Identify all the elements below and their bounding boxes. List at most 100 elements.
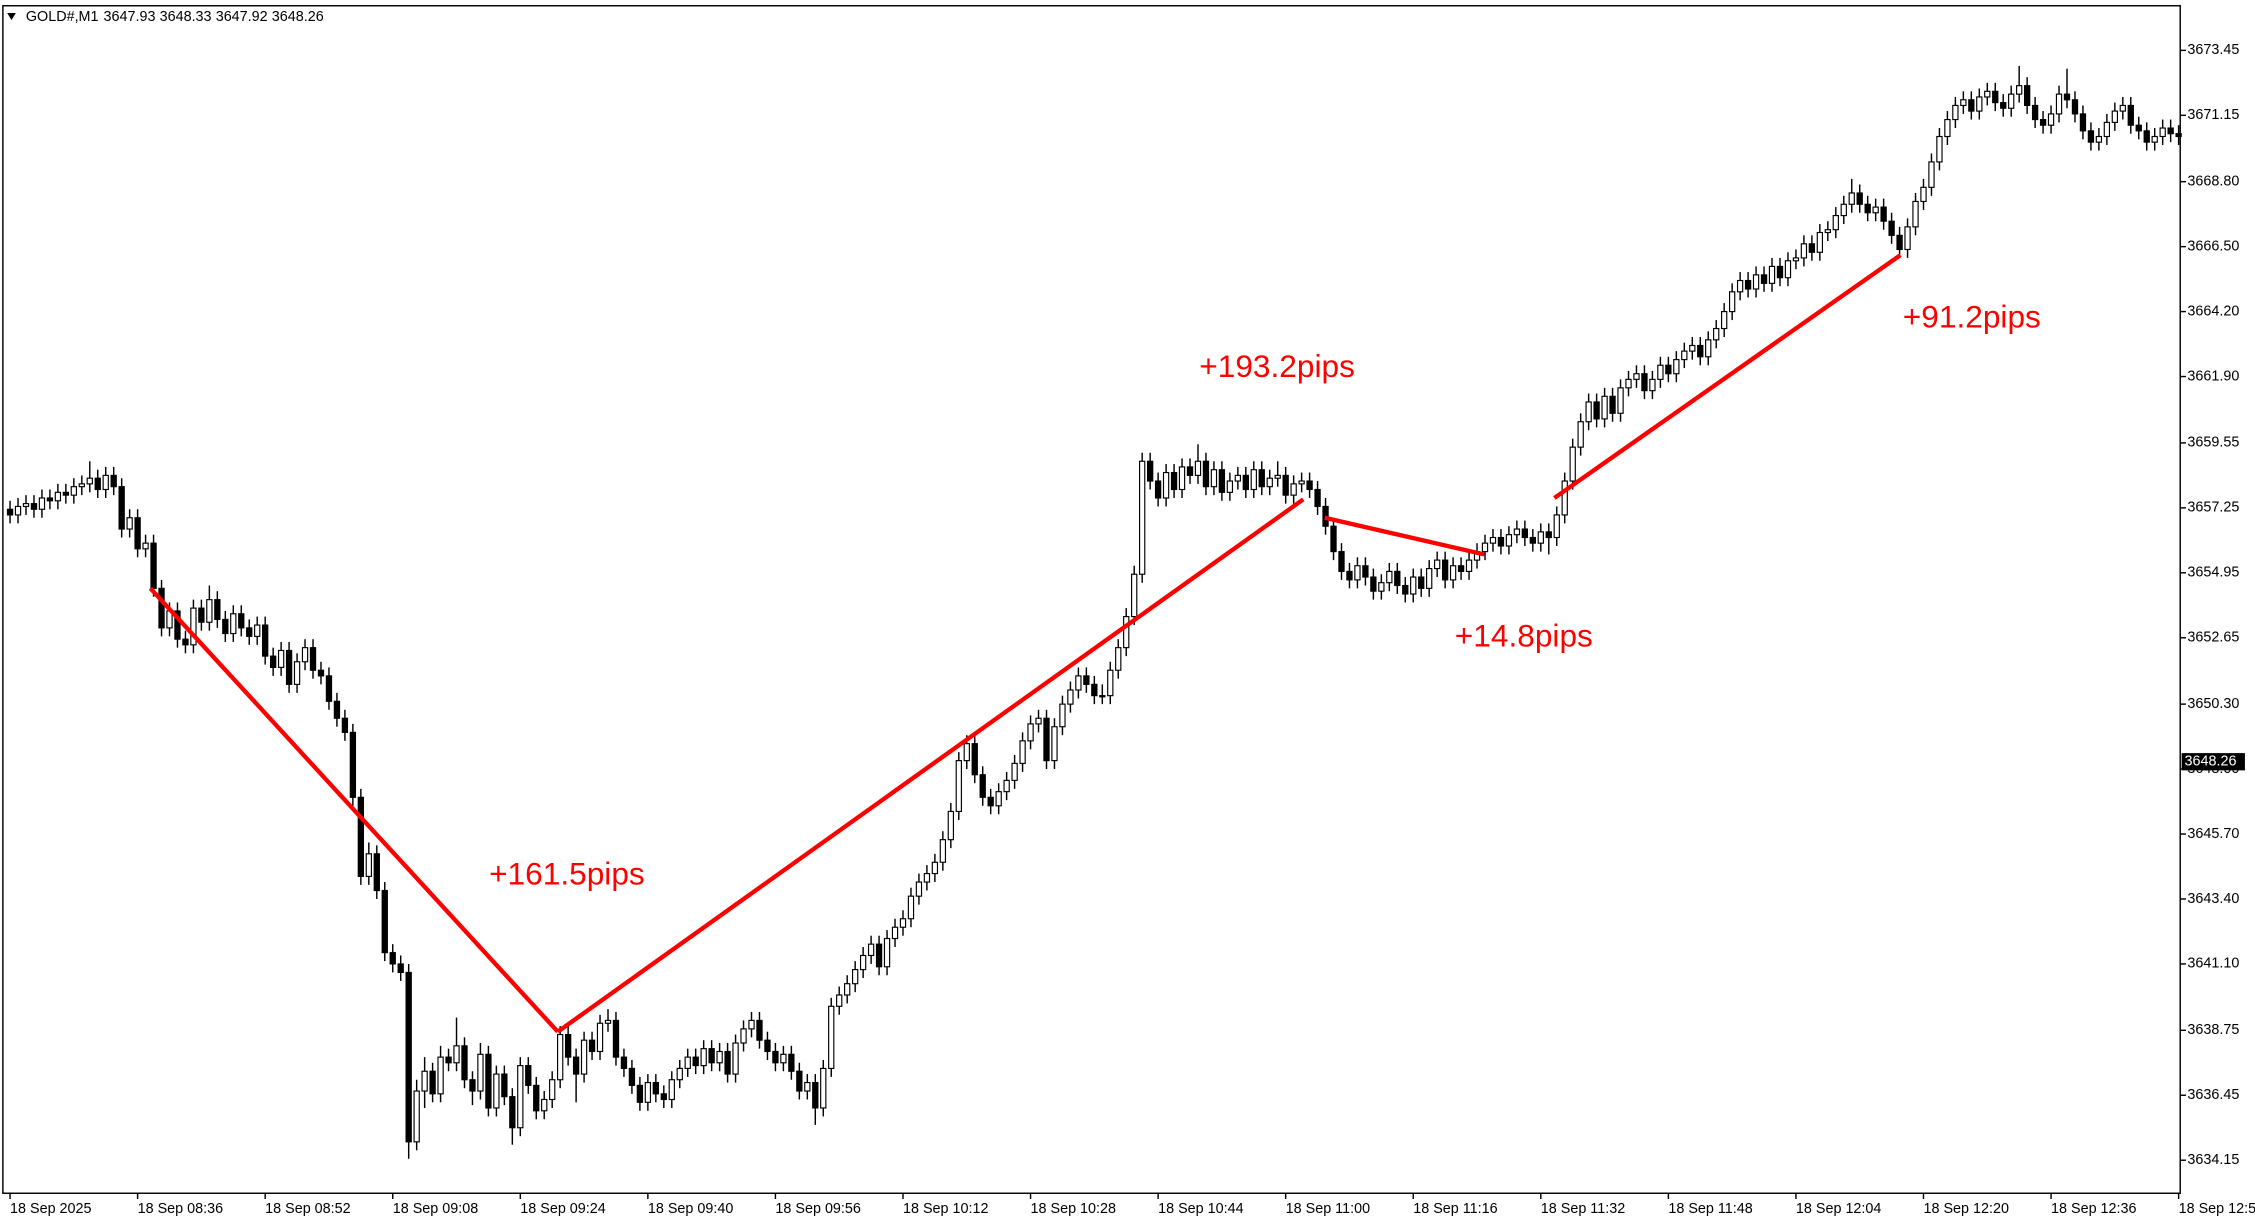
candle-body xyxy=(1808,243,1816,253)
x-tick-label: 18 Sep 11:32 xyxy=(1541,1201,1625,1217)
candle-body xyxy=(1218,469,1226,493)
candle-body xyxy=(1553,514,1560,539)
candle-body xyxy=(485,1053,492,1109)
candle-body xyxy=(1210,469,1218,488)
candle-body xyxy=(190,607,197,646)
candle-body xyxy=(1059,703,1066,728)
candle-body xyxy=(525,1065,532,1086)
candle-body xyxy=(1880,206,1887,222)
candle-body xyxy=(1721,311,1728,330)
candle-body xyxy=(517,1065,524,1129)
candle-body xyxy=(1003,779,1010,793)
menu-arrow[interactable] xyxy=(7,12,16,21)
candle-body xyxy=(1689,344,1696,352)
candle-body xyxy=(373,853,380,892)
candle-body xyxy=(612,1019,620,1058)
candle-body xyxy=(732,1042,739,1075)
symbol: GOLD#,M1 xyxy=(26,9,99,25)
candle-body xyxy=(1170,471,1178,491)
candle-body xyxy=(812,1081,819,1109)
candle-body xyxy=(1258,469,1265,488)
candle-body xyxy=(405,971,412,1143)
candle-body xyxy=(580,1039,588,1075)
candle-body xyxy=(660,1093,667,1101)
candle-body xyxy=(772,1050,779,1064)
candle-body xyxy=(923,872,931,883)
candle-body xyxy=(381,889,388,954)
candle-body xyxy=(1067,689,1074,705)
candle-body xyxy=(1888,220,1895,236)
candle-body xyxy=(1178,466,1186,491)
candle-body xyxy=(1713,327,1720,341)
candle-body xyxy=(836,994,843,1007)
candle-body xyxy=(1784,260,1792,279)
y-tick-label: 3671.15 xyxy=(2187,107,2239,123)
candle-body xyxy=(844,983,851,996)
x-tick-label: 18 Sep 10:28 xyxy=(1031,1201,1116,1217)
candle-body xyxy=(1904,226,1911,251)
x-tick-label: 18 Sep 10:44 xyxy=(1158,1201,1243,1217)
candle-body xyxy=(2151,135,2158,143)
x-tick-label: 18 Sep 10:12 xyxy=(903,1201,988,1217)
candle-body xyxy=(2008,93,2015,109)
candle-body xyxy=(1617,387,1624,414)
candle-body xyxy=(2039,118,2047,126)
candle-body xyxy=(118,486,125,530)
candle-body xyxy=(2023,85,2031,107)
x-tick-label: 18 Sep 09:08 xyxy=(393,1201,478,1217)
candle-body xyxy=(676,1067,683,1081)
candle-body xyxy=(1633,373,1640,380)
candle-body xyxy=(564,1033,572,1058)
candle-body xyxy=(1792,257,1800,262)
candle-body xyxy=(1282,474,1289,496)
candle-body xyxy=(1354,565,1361,581)
y-tick-label: 3664.20 xyxy=(2187,303,2239,319)
candle-body xyxy=(2071,99,2079,115)
header-high: 3648.33 xyxy=(160,9,212,25)
candle-body xyxy=(628,1067,636,1086)
candle-body xyxy=(907,895,915,920)
candle-body xyxy=(1601,395,1608,420)
candle-body xyxy=(1505,534,1513,547)
candle-body xyxy=(30,503,38,510)
candle-body xyxy=(6,508,14,516)
candle-body xyxy=(341,717,349,733)
candle-body xyxy=(1083,675,1090,685)
candle-body xyxy=(54,491,62,502)
candle-body xyxy=(1848,192,1855,205)
candle-body xyxy=(2063,93,2071,101)
candle-body xyxy=(652,1081,660,1095)
x-tick-label: 18 Sep 12:52 xyxy=(2179,1201,2255,1217)
candle-body xyxy=(1545,531,1552,539)
candle-body xyxy=(2031,104,2039,121)
candle-body xyxy=(875,943,883,968)
candle-body xyxy=(1043,717,1050,762)
candle-body xyxy=(748,1019,755,1030)
y-tick-label: 3638.75 xyxy=(2187,1022,2239,1038)
candle-body xyxy=(1736,279,1744,293)
trend-line xyxy=(556,497,1305,1034)
candle-body xyxy=(804,1081,811,1092)
candle-body xyxy=(700,1048,707,1067)
candle-body xyxy=(1115,647,1122,671)
candle-body xyxy=(1481,542,1489,553)
candle-body xyxy=(1609,395,1616,414)
candle-body xyxy=(254,624,261,637)
candle-body xyxy=(325,675,333,702)
candle-body xyxy=(1154,480,1162,499)
header-open: 3647.93 xyxy=(104,9,156,25)
candle-body xyxy=(293,661,301,685)
candle-body xyxy=(1202,460,1210,488)
price-marker xyxy=(2181,753,2245,771)
candle-body xyxy=(692,1056,699,1067)
candle-body xyxy=(1139,460,1146,575)
y-tick-label: 3654.95 xyxy=(2187,565,2239,581)
candle-body xyxy=(182,638,189,646)
candle-body xyxy=(851,969,859,985)
candle-body xyxy=(1051,726,1058,762)
candle-body xyxy=(899,918,907,928)
candle-body xyxy=(1529,536,1536,544)
